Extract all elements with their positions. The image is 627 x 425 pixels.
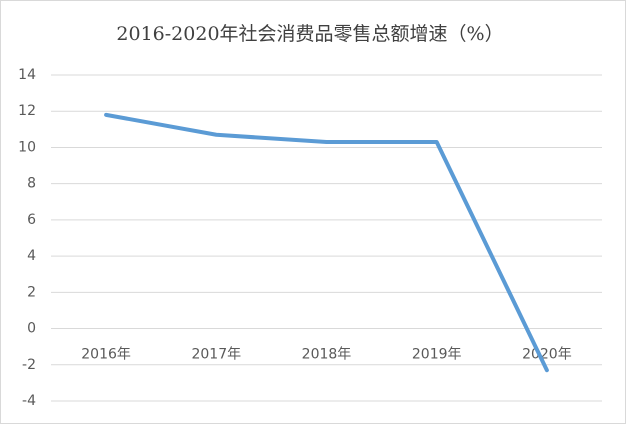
y-tick-label: 4 — [27, 248, 36, 264]
y-tick-label: 8 — [27, 176, 36, 192]
y-tick-label: 0 — [27, 321, 36, 337]
x-tick-label: 2016年 — [81, 347, 131, 363]
y-tick-label: 10 — [18, 139, 36, 155]
x-tick-label: 2019年 — [412, 347, 462, 363]
x-tick-label: 2017年 — [191, 347, 241, 363]
y-tick-label: -2 — [22, 357, 36, 373]
data-line — [104, 112, 549, 373]
y-tick-label: 2 — [27, 284, 36, 300]
chart-title: 2016-2020年社会消费品零售总额增速（%） — [116, 23, 503, 45]
y-tick-label: -4 — [22, 393, 36, 409]
y-tick-label: 12 — [18, 103, 36, 119]
y-tick-label: 6 — [27, 212, 36, 228]
y-tick-label: 14 — [18, 67, 36, 83]
x-tick-label: 2020年 — [522, 347, 572, 363]
x-tick-label: 2018年 — [302, 347, 352, 363]
